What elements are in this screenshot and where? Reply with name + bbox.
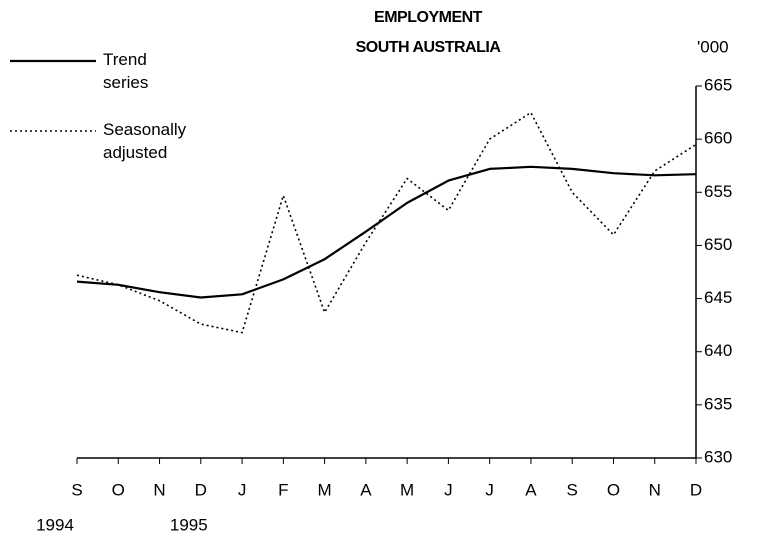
x-tick-label: J <box>485 480 494 499</box>
legend-label: Seasonally adjusted <box>103 120 187 162</box>
x-tick-label: J <box>444 480 453 499</box>
y-tick-label: 645 <box>704 288 732 307</box>
y-tick-label: 650 <box>704 235 732 254</box>
x-tick-label: D <box>195 480 207 499</box>
x-tick-label: M <box>318 480 332 499</box>
x-tick-label: S <box>71 480 82 499</box>
y-tick-label: 665 <box>704 75 732 94</box>
x-tick-label: N <box>153 480 165 499</box>
y-tick-label: 640 <box>704 341 732 360</box>
x-tick-label: O <box>112 480 125 499</box>
x-group-label: 1995 <box>170 515 208 534</box>
x-tick-label: F <box>278 480 288 499</box>
y-tick-label: 630 <box>704 447 732 466</box>
x-tick-label: D <box>690 480 702 499</box>
y-tick-label: 635 <box>704 394 732 413</box>
chart-subtitle: SOUTH AUSTRALIA <box>356 39 502 56</box>
x-tick-label: A <box>525 480 537 499</box>
series-line <box>76 165 697 299</box>
x-tick-label: J <box>238 480 247 499</box>
series-line <box>76 111 697 334</box>
y-tick-label: 655 <box>704 182 732 201</box>
y-tick-label: 660 <box>704 129 732 148</box>
x-group-label: 1994 <box>36 515 74 534</box>
legend-label: Trend series <box>103 50 149 92</box>
x-tick-label: M <box>400 480 414 499</box>
x-tick-label: A <box>360 480 372 499</box>
y-unit: '000 <box>697 37 729 56</box>
x-tick-label: N <box>649 480 661 499</box>
chart-title: EMPLOYMENT <box>374 9 483 26</box>
x-tick-label: S <box>567 480 578 499</box>
x-tick-label: O <box>607 480 620 499</box>
